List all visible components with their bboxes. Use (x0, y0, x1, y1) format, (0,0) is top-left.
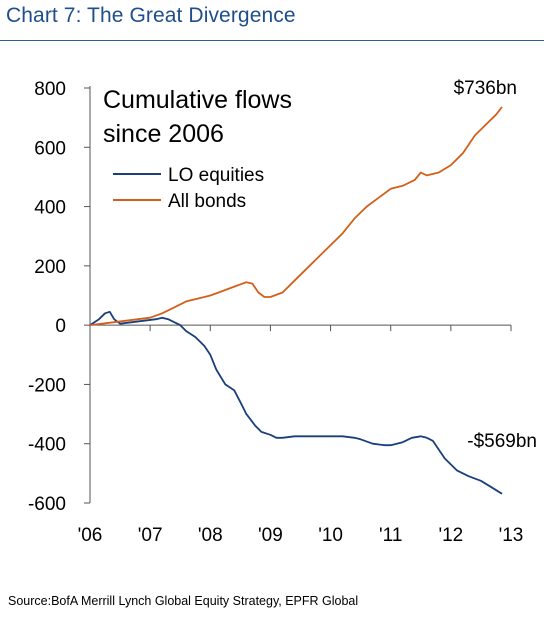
y-tick-label: -200 (28, 375, 66, 396)
x-tick-label: '08 (198, 525, 223, 546)
chart-title: Chart 7: The Great Divergence (6, 4, 296, 27)
line-chart: 800 600 400 200 0 -200 -400 -600 '06 '07 '08 '09 '10… (28, 78, 537, 546)
series-line-equities (89, 310, 503, 495)
y-tick-label: 200 (34, 257, 66, 278)
equities-end-label: -$569bn (467, 431, 537, 452)
series-line-bonds (89, 106, 503, 326)
x-tick-label: '12 (438, 525, 463, 546)
title-divider (0, 40, 544, 41)
y-tick-label: 400 (34, 198, 66, 219)
x-tick-label: '09 (258, 525, 283, 546)
x-tick-label: '07 (138, 525, 163, 546)
x-tick-label: '11 (379, 525, 402, 546)
bonds-end-label: $736bn (454, 78, 517, 99)
x-tick-label: '10 (318, 525, 343, 546)
plot-title-line: Cumulative flows (103, 86, 292, 114)
y-tick-label: -400 (28, 435, 66, 456)
y-tick-label: 800 (34, 79, 66, 100)
y-tick-label: 600 (34, 138, 66, 159)
y-tick-label: -600 (28, 494, 66, 515)
legend-label-bonds: All bonds (168, 191, 246, 212)
x-tick-label: '13 (499, 525, 524, 546)
plot-title-line: since 2006 (103, 120, 224, 148)
chart-header: Chart 7: The Great Divergence (6, 4, 296, 28)
y-tick-label: 0 (55, 316, 66, 337)
x-tick-label: '06 (78, 525, 103, 546)
source-note: Source:BofA Merrill Lynch Global Equity … (8, 594, 359, 608)
legend-label-equities: LO equities (168, 165, 264, 186)
